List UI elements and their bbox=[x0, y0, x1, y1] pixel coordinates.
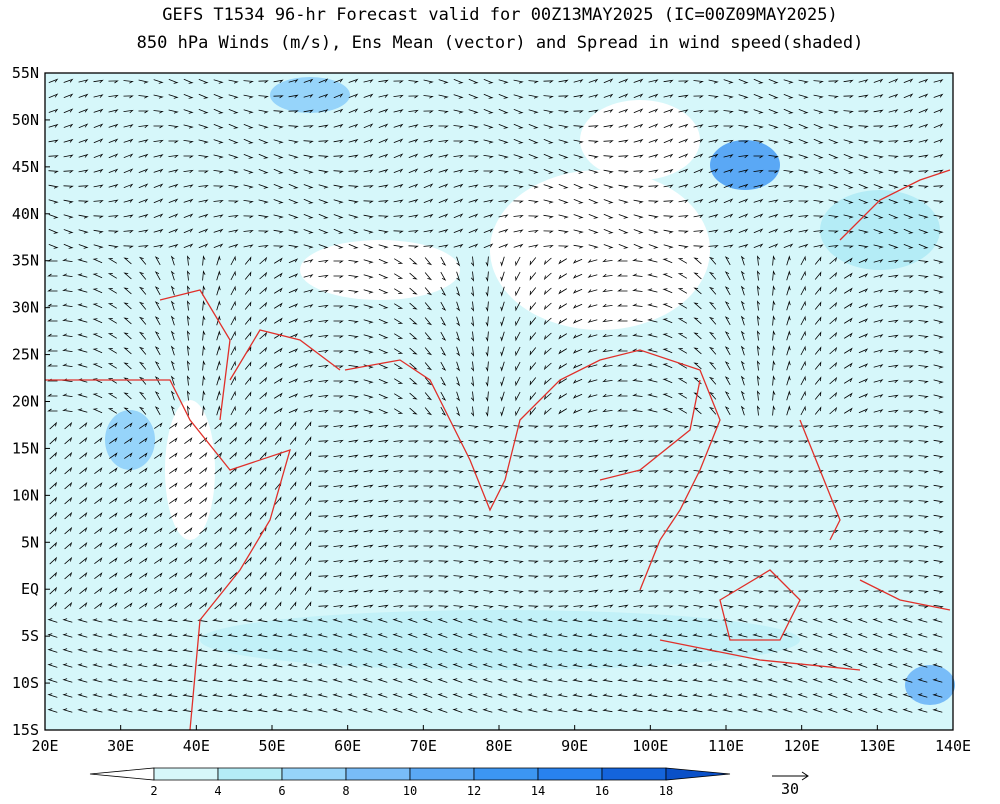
colorbar-label: 4 bbox=[214, 784, 221, 798]
x-tick-label: 120E bbox=[784, 737, 820, 755]
reference-arrow bbox=[772, 771, 809, 781]
colorbar-label: 18 bbox=[659, 784, 673, 798]
shading bbox=[105, 77, 955, 705]
x-tick-label: 70E bbox=[410, 737, 437, 755]
x-tick-label: 80E bbox=[485, 737, 512, 755]
x-tick-label: 140E bbox=[935, 737, 971, 755]
x-tick-label: 40E bbox=[183, 737, 210, 755]
y-tick-label: 40N bbox=[12, 205, 39, 223]
colorbar-label: 2 bbox=[150, 784, 157, 798]
title-line-2: 850 hPa Winds (m/s), Ens Mean (vector) a… bbox=[137, 33, 864, 53]
colorbar-swatch bbox=[281, 767, 347, 781]
vector-field bbox=[47, 78, 944, 713]
y-tick-label: EQ bbox=[21, 580, 39, 598]
colorbar-label: 16 bbox=[595, 784, 609, 798]
x-tick-label: 60E bbox=[334, 737, 361, 755]
colorbar-label: 10 bbox=[403, 784, 417, 798]
y-tick-label: 10S bbox=[12, 674, 39, 692]
y-tick-label: 30N bbox=[12, 299, 39, 317]
x-tick-label: 100E bbox=[632, 737, 668, 755]
y-tick-label: 25N bbox=[12, 346, 39, 364]
x-tick-label: 110E bbox=[708, 737, 744, 755]
axes: 20E 30E 40E 50E 60E 70E 80E 90E 100E 110E 120E 130E… bbox=[12, 64, 971, 755]
colorbar-swatch bbox=[537, 767, 603, 781]
y-tick-label: 5S bbox=[21, 627, 39, 645]
y-tick-label: 15S bbox=[12, 721, 39, 739]
y-tick-label: 35N bbox=[12, 252, 39, 270]
colorbar-label: 6 bbox=[278, 784, 285, 798]
colorbar-swatch bbox=[153, 767, 219, 781]
y-tick-label: 20N bbox=[12, 393, 39, 411]
x-tick-label: 130E bbox=[859, 737, 895, 755]
colorbar-swatch bbox=[473, 767, 539, 781]
x-tick-label: 90E bbox=[561, 737, 588, 755]
y-tick-label: 45N bbox=[12, 158, 39, 176]
colorbar-swatch bbox=[89, 767, 155, 781]
colorbar-label: 8 bbox=[342, 784, 349, 798]
y-tick-label: 15N bbox=[12, 439, 39, 457]
y-tick-label: 50N bbox=[12, 111, 39, 129]
plot-area bbox=[44, 72, 955, 731]
y-tick-label: 55N bbox=[12, 64, 39, 82]
y-tick-label: 5N bbox=[21, 533, 39, 551]
title-line-1: GEFS T1534 96-hr Forecast valid for 00Z1… bbox=[162, 5, 838, 25]
y-tick-label: 10N bbox=[12, 486, 39, 504]
colorbar-swatch bbox=[217, 767, 283, 781]
colorbar-label: 14 bbox=[531, 784, 545, 798]
colorbar-label: 12 bbox=[467, 784, 481, 798]
colorbar: 2 4 6 8 10 12 14 16 18 bbox=[89, 767, 731, 798]
x-tick-label: 50E bbox=[258, 737, 285, 755]
reference-label: 30 bbox=[781, 780, 799, 798]
colorbar-swatch bbox=[601, 767, 667, 781]
colorbar-swatch bbox=[409, 767, 475, 781]
wind-vectors bbox=[47, 78, 944, 713]
colorbar-swatch bbox=[345, 767, 411, 781]
x-tick-label: 20E bbox=[31, 737, 58, 755]
x-tick-label: 30E bbox=[107, 737, 134, 755]
reference-vector: 30 bbox=[772, 771, 809, 798]
colorbar-swatch bbox=[665, 767, 731, 781]
coastlines bbox=[45, 169, 951, 731]
